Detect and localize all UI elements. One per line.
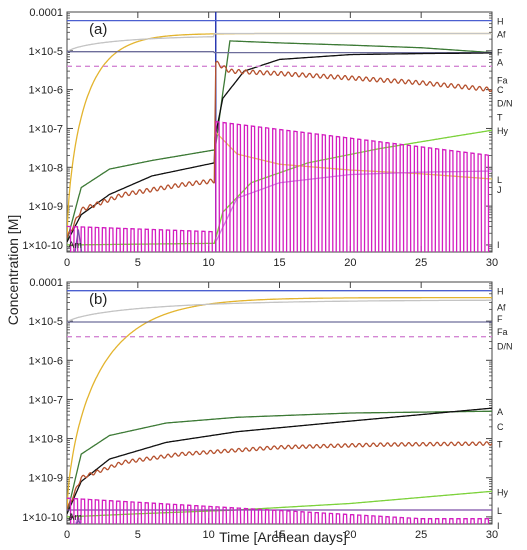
y-tick-label: 1×10-9	[28, 473, 63, 485]
y-tick-label: 1×10-7	[28, 394, 63, 406]
series-label-af: Af	[497, 29, 506, 39]
y-tick-label: 1×10-5	[28, 46, 63, 58]
series-label-d-n: D/N	[497, 342, 513, 352]
series-line-fa	[67, 51, 492, 54]
y-tick-label: 1×10-9	[28, 201, 63, 213]
y-tick-label: 1×10-8	[28, 162, 63, 174]
y-tick-label: 0.0001	[29, 7, 63, 19]
x-tick-label: 30	[486, 529, 498, 541]
y-tick-label: 1×10-8	[28, 434, 63, 446]
series-line-am	[75, 519, 82, 524]
y-tick-label: 1×10-10	[22, 512, 63, 524]
series-label-h: H	[497, 17, 504, 27]
series-label-i: I	[497, 521, 500, 531]
series-label-a: A	[497, 58, 503, 68]
series-label-af: Af	[497, 303, 506, 313]
y-tick-label: 1×10-5	[28, 316, 63, 328]
x-tick-label: 20	[344, 529, 356, 541]
series-label-hy: Hy	[497, 126, 508, 136]
panel-label: (a)	[89, 21, 107, 38]
x-tick-label: 0	[64, 257, 70, 269]
y-tick-label: 0.0001	[29, 277, 63, 289]
x-tick-label: 5	[135, 529, 141, 541]
series-line-t	[67, 60, 492, 239]
series-line-a	[67, 40, 492, 241]
series-label-fa: Fa	[497, 76, 508, 86]
series-label-l: L	[497, 506, 502, 516]
series-line-af	[67, 296, 492, 514]
series-line-c	[67, 407, 492, 515]
x-tick-label: 25	[415, 529, 427, 541]
series-label-t: T	[497, 113, 503, 123]
panel-label: (b)	[89, 291, 107, 308]
series-line-am	[74, 229, 83, 252]
series-label-c: C	[497, 422, 504, 432]
x-tick-label: 5	[135, 257, 141, 269]
x-tick-label: 15	[273, 529, 285, 541]
series-line-a	[67, 410, 492, 514]
series-label-f: F	[497, 314, 503, 324]
y-tick-label: 1×10-6	[28, 355, 63, 367]
series-label-j: J	[68, 512, 73, 522]
series-label-i: I	[497, 240, 500, 250]
series-label-j: J	[497, 185, 502, 195]
series-line-t	[67, 441, 492, 511]
x-tick-label: 0	[64, 529, 70, 541]
x-tick-label: 10	[203, 529, 215, 541]
x-tick-label: 10	[203, 257, 215, 269]
series-label-a: A	[497, 407, 503, 417]
series-label-f: F	[497, 47, 503, 57]
series-line-f	[67, 299, 492, 324]
x-axis-label: Time [Archean days]	[219, 529, 347, 545]
series-line-f	[67, 32, 492, 53]
series-label-c: C	[497, 85, 504, 95]
x-tick-label: 15	[273, 257, 285, 269]
series-label-am: Am	[68, 512, 82, 522]
y-tick-label: 1×10-10	[22, 240, 63, 252]
series-label-hy: Hy	[497, 487, 508, 497]
series-label-t: T	[497, 439, 503, 449]
chart-panels: 0.0001 1×10-5 1×10-6 1×10-7 1×10-8 1×10-9 1×10…	[22, 7, 512, 541]
y-axis-label: Concentration [M]	[5, 215, 21, 326]
series-layer	[67, 290, 492, 524]
x-tick-label: 20	[344, 257, 356, 269]
series-label-fa: Fa	[497, 327, 508, 337]
y-tick-label: 1×10-6	[28, 85, 63, 97]
plot-area	[66, 281, 493, 525]
series-label-d-n: D/N	[497, 98, 513, 108]
x-tick-label: 30	[486, 257, 498, 269]
series-layer	[67, 12, 492, 252]
chart-panel-a: 0.0001 1×10-5 1×10-6 1×10-7 1×10-8 1×10-9 1×10…	[22, 7, 512, 269]
series-label-h: H	[497, 287, 504, 297]
series-label-l: L	[497, 175, 502, 185]
y-tick-label: 1×10-7	[28, 123, 63, 135]
series-label-am: Am	[68, 240, 82, 250]
chart-panel-b: 0.0001 1×10-5 1×10-6 1×10-7 1×10-8 1×10-9 1×10…	[22, 277, 512, 541]
x-tick-label: 25	[415, 257, 427, 269]
series-line-c	[67, 52, 492, 243]
